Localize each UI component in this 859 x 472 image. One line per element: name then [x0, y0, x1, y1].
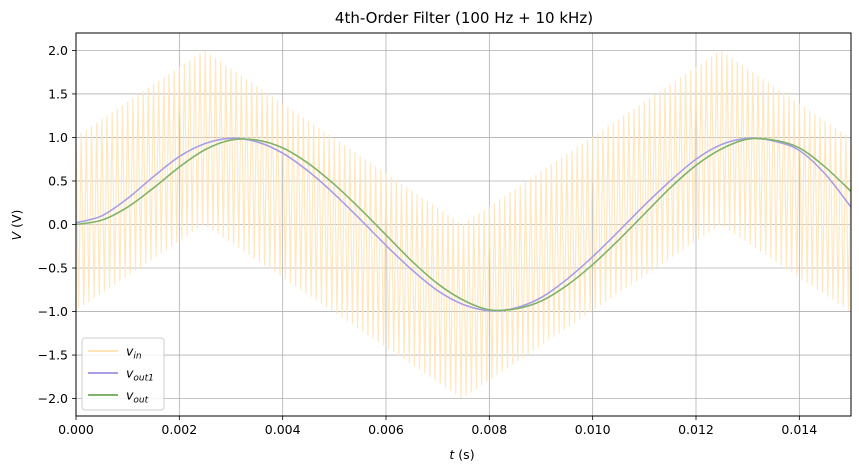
legend-label: vout	[126, 388, 149, 406]
series-layer	[76, 51, 851, 398]
x-tick-label: 0.006	[368, 422, 404, 437]
x-tick-label: 0.008	[471, 422, 507, 437]
series-v-out1	[76, 137, 851, 312]
y-tick-label: 2.0	[48, 43, 68, 58]
y-tick-label: 0.5	[48, 173, 68, 188]
series-v-in	[76, 51, 851, 398]
x-tick-label: 0.014	[781, 422, 817, 437]
legend-label: vin	[126, 344, 142, 362]
legend-entry-v-in: vin	[88, 344, 142, 362]
y-tick-label: −0.5	[38, 261, 68, 276]
y-tick-label: −1.5	[38, 348, 68, 363]
legend: vin vout1 vout	[81, 337, 165, 411]
x-tick-label: 0.004	[265, 422, 301, 437]
series-v-out	[76, 137, 851, 312]
legend-label: vout1	[126, 366, 154, 384]
y-axis: −2.0 −1.5 −1.0 −0.5 0.0 0.5 1.0 1.5 2.0	[38, 43, 76, 406]
legend-entry-v-out1: vout1	[88, 366, 154, 384]
x-axis-label: t (s)	[449, 447, 474, 462]
y-tick-label: −1.0	[38, 304, 68, 319]
legend-entry-v-out: vout	[88, 388, 149, 406]
x-tick-label: 0.012	[678, 422, 714, 437]
legend-box	[81, 337, 165, 411]
plot-area	[76, 51, 851, 398]
chart-title: 4th-Order Filter (100 Hz + 10 kHz)	[335, 9, 593, 27]
x-tick-label: 0.000	[58, 422, 94, 437]
y-tick-label: 1.0	[48, 130, 68, 145]
y-tick-label: −2.0	[38, 391, 68, 406]
y-tick-label: 1.5	[48, 86, 68, 101]
x-axis: 0.000 0.002 0.004 0.006 0.008 0.010 0.012 0.014	[58, 416, 817, 437]
y-axis-label: V (V)	[9, 210, 24, 241]
x-tick-label: 0.010	[575, 422, 611, 437]
x-tick-label: 0.002	[161, 422, 197, 437]
y-tick-label: 0.0	[48, 217, 68, 232]
